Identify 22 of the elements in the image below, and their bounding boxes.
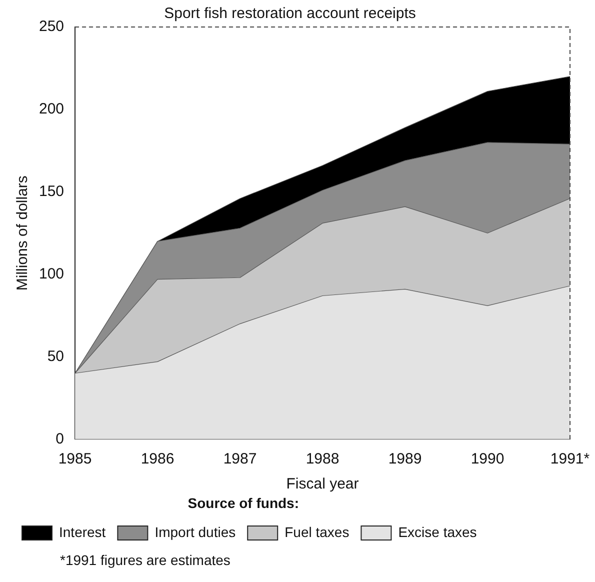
y-tick-label: 200 [38,100,64,118]
y-tick-label: 250 [38,18,64,36]
y-tick-label: 150 [38,183,64,200]
legend-label: Import duties [154,524,236,540]
legend-title: Source of funds: [188,495,300,512]
x-tick-label: 1991* [550,450,590,468]
x-tick-label: 1989 [388,450,422,468]
y-axis-title: Millions of dollars [14,176,32,291]
legend-label: Excise taxes [398,524,477,540]
y-tick-label: 50 [47,348,64,365]
x-axis-title: Fiscal year [286,475,359,492]
x-tick-label: 1988 [306,450,340,468]
chart-title: Sport fish restoration account receipts [164,5,416,22]
x-tick-label: 1990 [470,450,504,468]
y-tick-label: 0 [56,430,64,448]
x-tick-label: 1987 [223,450,257,468]
legend-label: Fuel taxes [284,524,350,540]
y-tick-label: 100 [38,265,64,282]
x-tick-label: 1985 [58,450,92,468]
legend-label: Interest [59,524,106,540]
text: *1991 figures are estimates [60,552,230,568]
x-tick-label: 1986 [140,450,174,468]
